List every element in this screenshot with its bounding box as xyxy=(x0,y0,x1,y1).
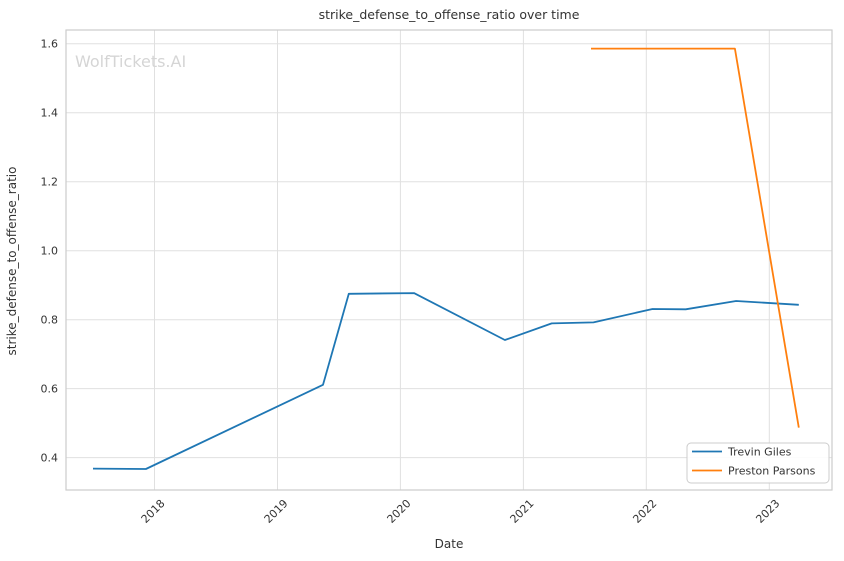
y-tick-label: 0.4 xyxy=(41,451,59,464)
chart-title: strike_defense_to_offense_ratio over tim… xyxy=(319,7,580,22)
y-tick-label: 1.6 xyxy=(41,38,59,51)
legend-box xyxy=(686,442,830,484)
legend-label-trevin-giles: Trevin Giles xyxy=(727,446,792,459)
y-tick-label: 0.6 xyxy=(41,382,59,395)
y-tick-label: 1.4 xyxy=(41,107,59,120)
gridlines xyxy=(66,30,832,490)
x-tick-label: 2022 xyxy=(630,497,659,526)
watermark: WolfTickets.AI xyxy=(75,52,186,71)
y-tick-label: 1.2 xyxy=(41,176,59,189)
y-tick-label: 0.8 xyxy=(41,314,59,327)
y-tick-label: 1.0 xyxy=(41,245,59,258)
plot-border xyxy=(65,29,833,491)
x-tick-label: 2023 xyxy=(753,497,782,526)
series-line-trevin-giles xyxy=(92,292,799,470)
x-tick-label: 2018 xyxy=(139,497,168,526)
series-line-preston-parsons xyxy=(591,47,800,428)
x-axis-label: Date xyxy=(435,537,464,551)
x-tick-label: 2019 xyxy=(262,497,291,526)
x-tick-label: 2020 xyxy=(385,497,414,526)
data-series xyxy=(92,47,800,470)
y-axis-label: strike_defense_to_offense_ratio xyxy=(5,167,19,356)
x-axis-tick-labels: 2018 2019 2020 2021 2022 2023 xyxy=(139,497,783,526)
legend-label-preston-parsons: Preston Parsons xyxy=(728,465,816,478)
y-axis-tick-labels: 0.4 0.6 0.8 1.0 1.2 1.4 1.6 xyxy=(41,38,59,465)
x-tick-label: 2021 xyxy=(508,497,537,526)
legend: Trevin Giles Preston Parsons xyxy=(686,442,830,484)
